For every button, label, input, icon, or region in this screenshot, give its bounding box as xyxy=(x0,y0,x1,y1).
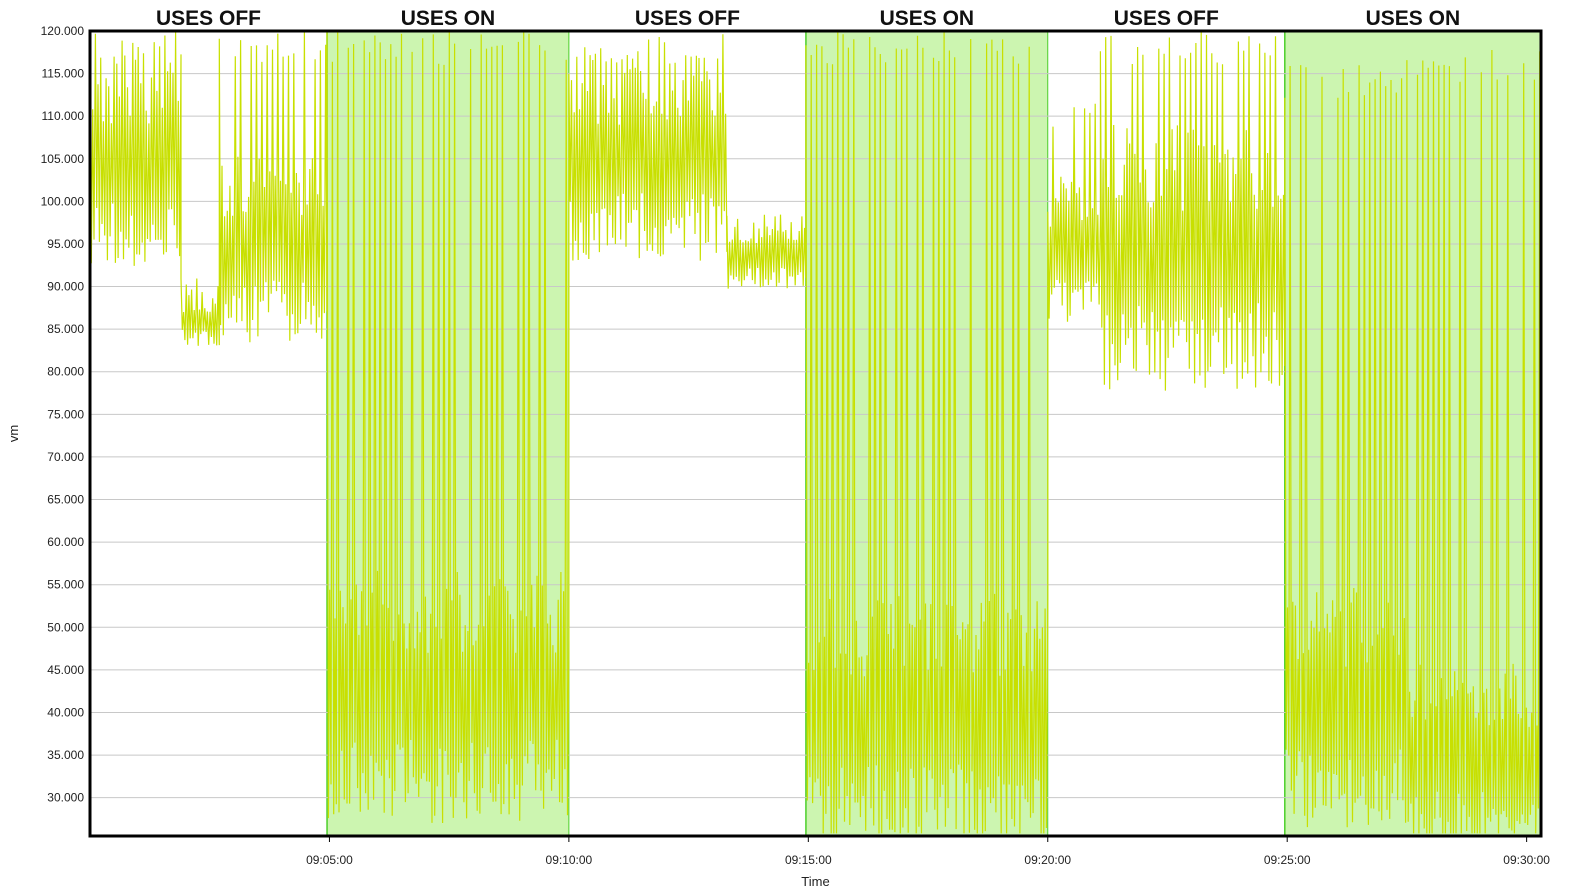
y-tick-label: 45.000 xyxy=(47,663,84,677)
y-tick-label: 55.000 xyxy=(47,578,84,592)
y-axis-ticks: 30.000 35.000 40.000 45.000 50.000 55.000 60.0… xyxy=(41,24,85,805)
y-tick-label: 110.000 xyxy=(42,109,85,123)
y-tick-label: 80.000 xyxy=(47,365,84,379)
plot-frame xyxy=(88,29,1543,838)
y-tick-label: 35.000 xyxy=(47,748,84,762)
y-tick-label: 30.000 xyxy=(47,791,84,805)
x-tick-label: 09:20:00 xyxy=(1024,853,1071,867)
y-tick-label: 100.000 xyxy=(41,194,85,208)
y-tick-label: 60.000 xyxy=(47,535,84,549)
y-tick-label: 75.000 xyxy=(47,407,84,421)
series-layer xyxy=(89,31,1542,834)
series-line xyxy=(89,31,1542,834)
band-labels: USES OFF USES ON USES OFF USES ON USES OFF US… xyxy=(156,7,1460,30)
y-tick-label: 105.000 xyxy=(41,152,85,166)
y-tick-label: 90.000 xyxy=(47,280,84,294)
x-tick-label: 09:05:00 xyxy=(306,853,353,867)
y-tick-label: 95.000 xyxy=(47,237,84,251)
y-tick-label: 50.000 xyxy=(47,620,84,634)
band-label-3: USES ON xyxy=(880,7,975,30)
x-tick-label: 09:25:00 xyxy=(1264,853,1311,867)
band-label-4: USES OFF xyxy=(1114,7,1219,30)
x-axis-ticks: 09:05:00 09:10:00 09:15:00 09:20:00 09:25:00… xyxy=(306,836,1550,867)
band-label-5: USES ON xyxy=(1366,7,1461,30)
x-axis-title: Time xyxy=(801,874,829,889)
y-tick-label: 70.000 xyxy=(47,450,84,464)
x-tick-label: 09:30:00 xyxy=(1503,853,1550,867)
band-label-2: USES OFF xyxy=(635,7,740,30)
y-tick-label: 40.000 xyxy=(47,705,84,719)
y-tick-label: 115.000 xyxy=(42,67,85,81)
x-tick-label: 09:15:00 xyxy=(785,853,832,867)
band-label-1: USES ON xyxy=(401,7,496,30)
y-tick-label: 85.000 xyxy=(47,322,84,336)
x-tick-label: 09:10:00 xyxy=(546,853,593,867)
y-tick-label: 65.000 xyxy=(47,493,84,507)
y-axis-title: vm xyxy=(6,425,21,442)
band-label-0: USES OFF xyxy=(156,7,261,30)
y-tick-label: 120.000 xyxy=(41,24,85,38)
